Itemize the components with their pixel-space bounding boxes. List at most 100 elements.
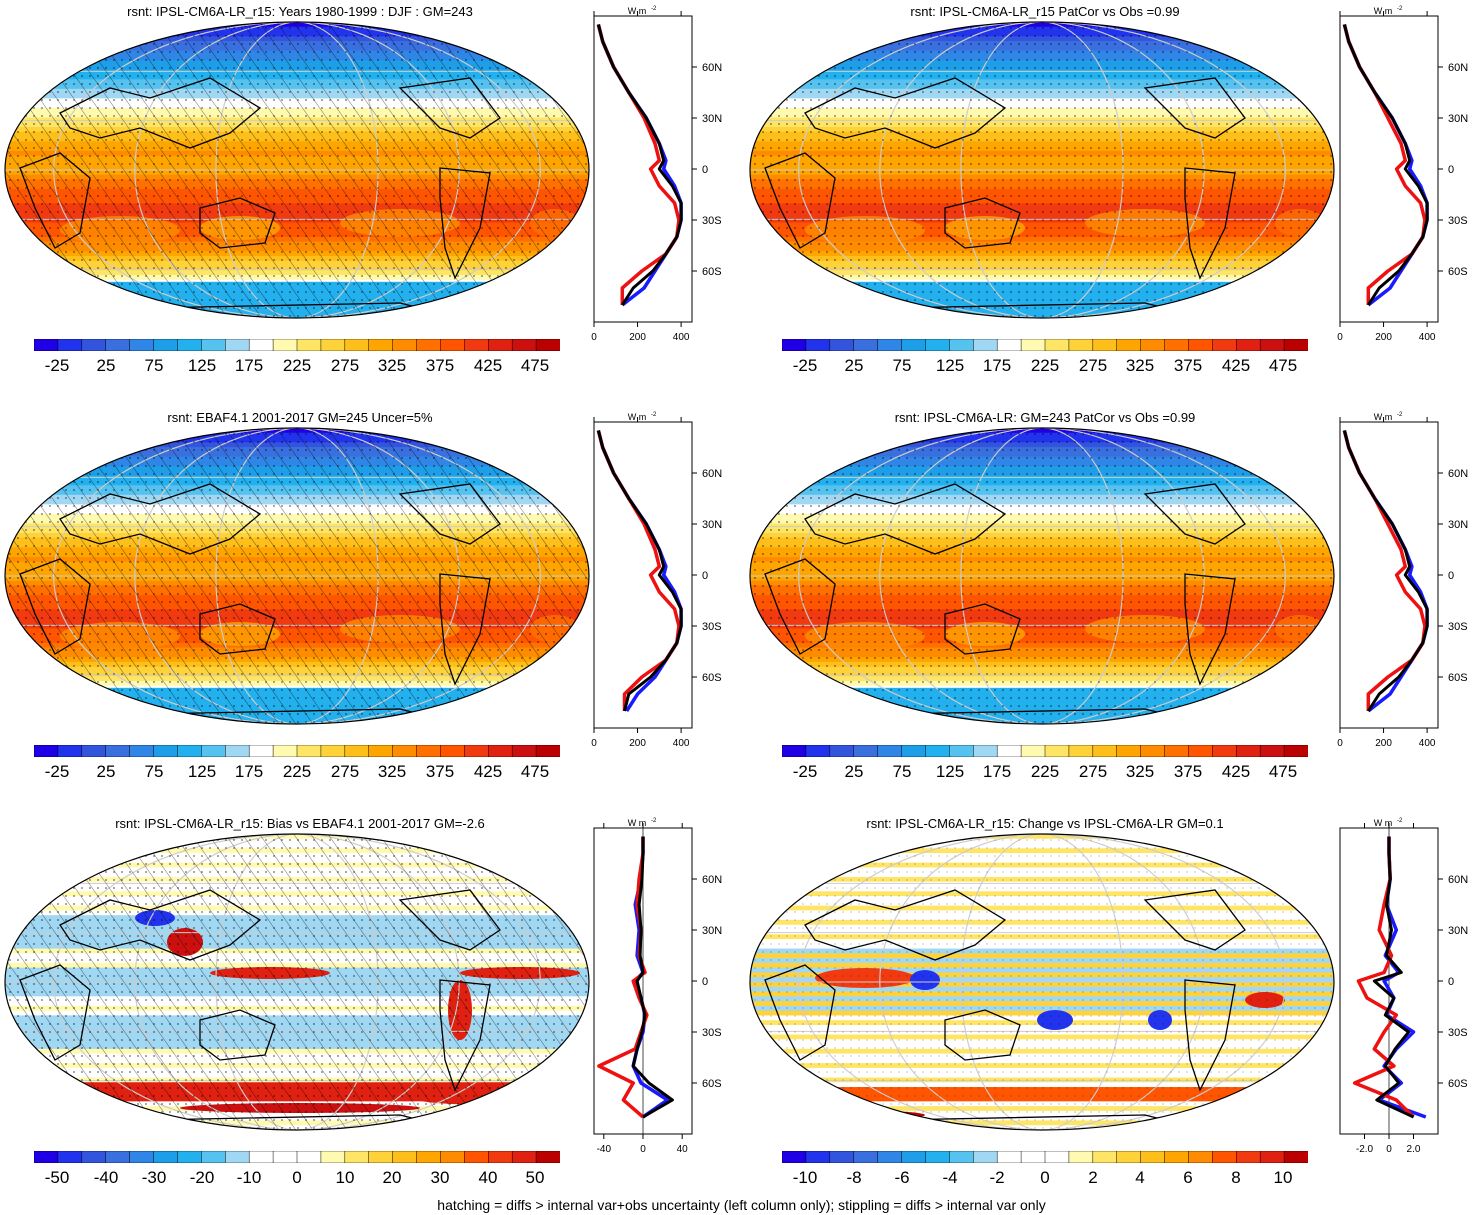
units-label: W m	[628, 412, 647, 422]
colorbar-swatch	[996, 745, 1022, 757]
cbar-3-tick: 25	[96, 762, 116, 781]
colorbar-swatch	[511, 745, 537, 757]
colorbar-swatch	[34, 339, 59, 351]
cbar-6-tick: -8	[846, 1168, 862, 1187]
colorbar-6	[782, 1151, 1308, 1163]
colorbar-swatch	[996, 1151, 1022, 1163]
colorbar-swatch	[1092, 745, 1118, 757]
colorbar-swatch	[782, 745, 807, 757]
cbar-3-tick: 225	[282, 762, 312, 781]
footer-note: hatching = diffs > internal var+obs unce…	[437, 1197, 1046, 1213]
map-panel-6	[749, 833, 1335, 1131]
x-tick-label: -40	[597, 1144, 612, 1155]
profile-line-obs	[596, 430, 681, 711]
colorbar-swatch	[1116, 1151, 1142, 1163]
profile-panel-6: W m -2 60N 30N 0 30S 60S -2.0 0 2.0	[1339, 818, 1468, 1155]
colorbar-1	[34, 339, 560, 351]
field-blob	[1155, 1115, 1275, 1125]
cbar-4-tick: 275	[1078, 762, 1108, 781]
lat-label: 60S	[702, 1078, 722, 1090]
map-panel-3	[4, 427, 590, 725]
cbar-2-tick: 175	[982, 356, 1012, 375]
cbar-4-tick: 225	[1030, 762, 1060, 781]
stippling	[5, 428, 589, 724]
colorbar-swatch	[1020, 1151, 1046, 1163]
colorbar-5	[34, 1151, 560, 1163]
colorbar-2	[782, 339, 1308, 351]
cbar-1-tick: 125	[187, 356, 217, 375]
cbar-6-tick: -2	[989, 1168, 1005, 1187]
panel-title-2: rsnt: IPSL-CM6A-LR_r15 PatCor vs Obs =0.…	[910, 4, 1180, 19]
cbar-5-tick: 0	[292, 1168, 302, 1187]
colorbar-swatch	[1140, 339, 1166, 351]
cbar-5-tick: 50	[525, 1168, 545, 1187]
profile-panel-5: W m -2 60N 30N 0 30S 60S -40 0 40	[593, 818, 722, 1155]
colorbar-swatch	[1236, 339, 1261, 351]
colorbar-swatch	[488, 745, 513, 757]
profile-panel-3: W m -2 60N 30N 0 30S 60S 0 200 400	[591, 412, 722, 749]
x-tick-label: 200	[1375, 332, 1392, 343]
profile-line-ref	[1342, 430, 1429, 712]
profile-line-ref	[1372, 836, 1415, 1119]
units-label: W m	[1374, 412, 1393, 422]
cbar-5-tick: -10	[236, 1168, 262, 1187]
lat-label: 30S	[702, 621, 722, 633]
colorbar-swatch	[805, 745, 831, 757]
colorbar-swatch	[488, 339, 513, 351]
colorbar-swatch	[105, 1151, 131, 1163]
cbar-3-tick: 75	[144, 762, 164, 781]
cbar-2-tick: 475	[1268, 356, 1298, 375]
colorbar-swatch	[1188, 339, 1214, 351]
units-label: W m	[628, 6, 647, 16]
x-tick-label: 2.0	[1407, 1144, 1421, 1155]
colorbar-swatch	[925, 1151, 951, 1163]
lat-label: 30S	[702, 1027, 722, 1039]
colorbar-swatch	[248, 745, 274, 757]
colorbar-swatch	[1259, 339, 1285, 351]
colorbar-swatch	[320, 1151, 346, 1163]
colorbar-swatch	[901, 745, 927, 757]
colorbar-swatch	[201, 339, 227, 351]
colorbar-swatch	[925, 339, 951, 351]
cbar-6-tick: 8	[1231, 1168, 1241, 1187]
colorbar-swatch	[416, 1151, 442, 1163]
colorbar-swatch	[1020, 339, 1046, 351]
colorbar-swatch	[344, 339, 370, 351]
colorbar-swatch	[1164, 1151, 1190, 1163]
colorbar-swatch	[153, 745, 179, 757]
cbar-4-tick: 75	[892, 762, 912, 781]
cbar-3-tick: 175	[234, 762, 264, 781]
cbar-2-tick: -25	[792, 356, 818, 375]
cbar-2-tick: 425	[1221, 356, 1251, 375]
lat-label: 0	[702, 164, 708, 176]
map-panel-2	[749, 21, 1335, 319]
colorbar-swatch	[877, 339, 903, 351]
colorbar-swatch	[973, 745, 998, 757]
cbar-5-tick: 40	[478, 1168, 498, 1187]
cbar-4-tick: 175	[982, 762, 1012, 781]
cbar-3-tick: 425	[473, 762, 503, 781]
colorbar-swatch	[296, 339, 322, 351]
cbar-5-tick: 20	[382, 1168, 402, 1187]
lat-label: 0	[702, 976, 708, 988]
x-tick-label: 40	[677, 1144, 689, 1155]
units-superscript: -2	[651, 6, 657, 12]
colorbar-swatch	[177, 339, 203, 351]
colorbar-swatch	[1116, 745, 1142, 757]
colorbar-swatch	[853, 745, 879, 757]
cbar-3-tick: -25	[44, 762, 70, 781]
colorbar-swatch	[1140, 1151, 1166, 1163]
colorbar-swatch	[392, 339, 418, 351]
cbar-1-tick: 325	[377, 356, 407, 375]
cbar-3-tick: 475	[520, 762, 550, 781]
lat-label: 30S	[1448, 215, 1468, 227]
cbar-5-tick: -40	[93, 1168, 119, 1187]
cbar-2-tick: 75	[892, 356, 912, 375]
colorbar-swatch	[296, 745, 322, 757]
cbar-2-tick: 375	[1173, 356, 1203, 375]
map-field	[5, 22, 589, 318]
x-tick-label: 400	[1419, 738, 1436, 749]
cbar-3-tick: 275	[330, 762, 360, 781]
profile-panel-2: W m -2 60N 30N 0 30S 60S 0 200 400	[1337, 6, 1468, 343]
colorbar-swatch	[949, 1151, 975, 1163]
